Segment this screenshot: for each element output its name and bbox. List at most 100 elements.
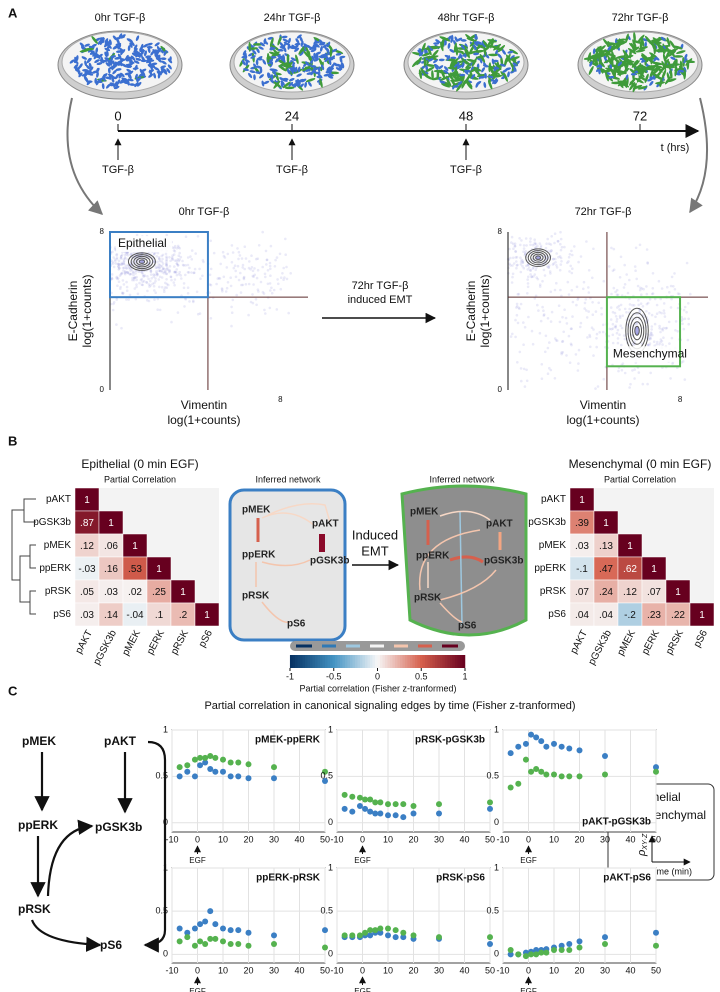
cell: [666, 37, 671, 47]
flow-dot: [550, 249, 553, 252]
cell: [117, 62, 124, 66]
flow-dot: [165, 272, 168, 276]
cell: [629, 42, 637, 51]
flow-dot: [564, 316, 568, 320]
cell: [146, 45, 153, 49]
data-point: [515, 951, 522, 958]
cell: [91, 43, 97, 48]
colorbar-tick-label: -0.5: [326, 671, 342, 681]
flow-dot: [616, 306, 619, 309]
flow-dot: [513, 244, 517, 248]
flow-dot: [274, 258, 277, 262]
flow-dot: [519, 270, 523, 274]
flow-dot: [557, 240, 560, 243]
flow-dot: [224, 290, 228, 293]
flow-dot: [510, 281, 514, 284]
cell-label: .53: [128, 564, 142, 575]
flow-dot: [259, 280, 263, 284]
cell: [339, 57, 343, 63]
cell-label: .13: [599, 541, 613, 552]
dish: [403, 30, 529, 100]
cell: [313, 42, 318, 48]
cell: [151, 63, 156, 69]
flow-dot: [235, 293, 238, 297]
flow-dot: [562, 330, 565, 334]
flow-dot: [629, 382, 632, 386]
flow-dot: [131, 252, 134, 255]
cell: [87, 57, 92, 63]
data-point: [653, 768, 659, 775]
cell: [98, 37, 105, 40]
flow-dot: [240, 283, 243, 287]
data-point: [184, 762, 191, 769]
colorbar-step: [409, 655, 413, 668]
flow-dot: [645, 292, 649, 296]
flow-dot: [135, 278, 138, 282]
flow-dot: [173, 250, 177, 253]
data-point: [356, 932, 363, 939]
flow-dot: [264, 275, 267, 279]
cell: [502, 69, 508, 73]
flow-dot: [611, 333, 615, 337]
flow-dot: [155, 274, 159, 277]
flow-dot: [642, 287, 645, 291]
data-point: [271, 775, 277, 782]
cell-label: .03: [575, 541, 589, 552]
colorbar-step: [379, 655, 383, 668]
cell: [328, 59, 332, 66]
flow-dot: [619, 316, 622, 320]
cell: [321, 64, 325, 71]
cell: [112, 69, 117, 75]
data-point: [528, 731, 535, 738]
flow-dot: [639, 302, 643, 306]
cell: [311, 55, 315, 62]
flow-dot: [668, 342, 671, 345]
flow-dot: [158, 257, 161, 261]
data-point: [522, 953, 529, 960]
cell: [598, 59, 605, 68]
cell: [269, 47, 276, 51]
flow-dot: [158, 269, 162, 273]
cell: [132, 67, 139, 70]
flow-dot: [241, 283, 245, 287]
y-tick-label: 0: [163, 817, 168, 827]
flow-dot: [514, 256, 518, 259]
flow-dot: [165, 268, 168, 271]
network-node: pS6: [458, 621, 477, 632]
flow-dot: [561, 315, 564, 319]
cell: [127, 45, 131, 52]
flow-dot: [154, 291, 157, 295]
cell: [490, 45, 501, 49]
flow-dot: [586, 336, 589, 339]
flow-dot: [156, 251, 160, 255]
flow-dot: [566, 261, 569, 265]
flow-dot: [588, 335, 592, 339]
x-tick-label: 10: [549, 834, 559, 844]
x-tick-label: 8: [678, 395, 683, 404]
flow-dot: [614, 324, 618, 328]
flow-dot: [156, 273, 159, 276]
flow-dot: [616, 341, 620, 345]
flow-dot: [555, 252, 558, 255]
flow-dot: [128, 273, 132, 276]
flow-dot: [127, 266, 131, 270]
flow-dot: [668, 291, 671, 294]
cell: [114, 56, 121, 60]
flow-dot: [285, 277, 289, 281]
cell: [242, 50, 247, 56]
flow-dot: [514, 250, 518, 253]
row-label: pGSK3b: [528, 517, 566, 528]
network-title: Inferred network: [429, 474, 495, 484]
contour: [133, 255, 151, 268]
flow-dot: [558, 320, 562, 324]
colorbar-step: [429, 655, 433, 668]
flow-dot: [633, 368, 636, 371]
colorbar-step: [454, 655, 458, 668]
cell: [423, 74, 433, 80]
flow-dot: [548, 341, 551, 344]
flow-dot: [130, 268, 134, 272]
flow-dot: [111, 260, 114, 264]
cell: [510, 69, 516, 74]
cell: [310, 65, 317, 68]
flow-dot: [135, 233, 139, 237]
